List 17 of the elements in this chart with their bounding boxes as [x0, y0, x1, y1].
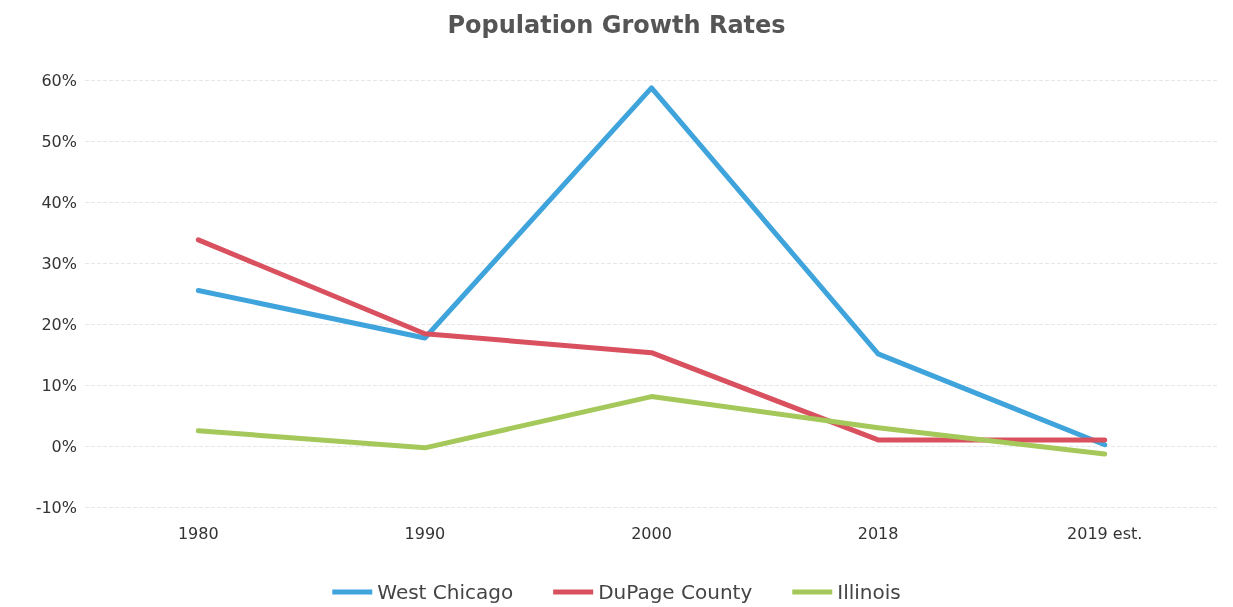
legend-label: Illinois — [837, 580, 901, 604]
x-tick-label: 2018 — [857, 523, 899, 543]
x-tick-label: 1980 — [177, 523, 219, 543]
chart-title: Population Growth Rates — [447, 11, 786, 39]
x-tick-label: 2000 — [631, 523, 672, 543]
y-tick-label: 20% — [41, 314, 77, 334]
y-tick-label: 10% — [41, 375, 77, 395]
legend-label: West Chicago — [377, 580, 514, 604]
y-tick-label: 30% — [41, 253, 77, 273]
y-tick-label: 60% — [41, 70, 77, 90]
y-tick-label: -10% — [35, 497, 77, 517]
y-tick-label: 0% — [51, 436, 77, 456]
x-tick-label: 2019 est. — [1067, 523, 1143, 543]
y-tick-label: 40% — [41, 192, 77, 212]
y-tick-label: 50% — [41, 131, 77, 151]
x-tick-label: 1990 — [404, 523, 446, 543]
legend-label: DuPage County — [598, 580, 753, 604]
